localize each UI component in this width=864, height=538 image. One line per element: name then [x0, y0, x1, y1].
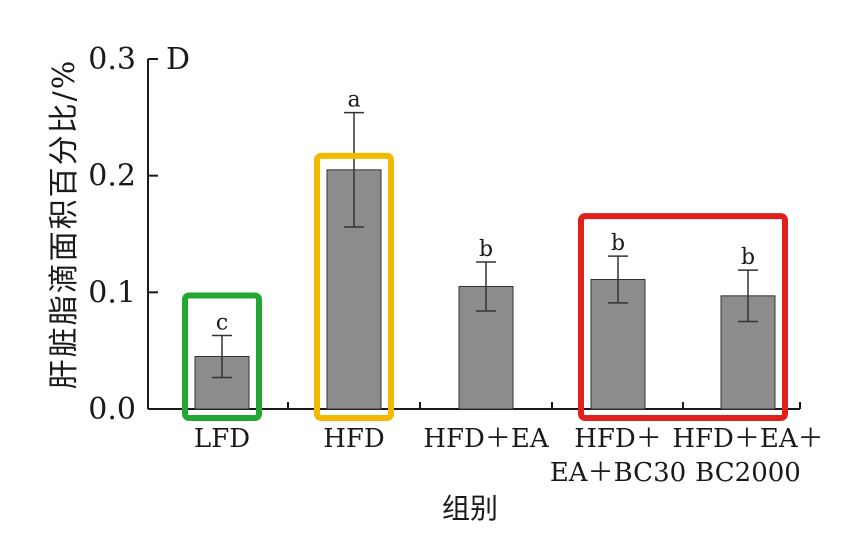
- x-axis-label: 组别: [442, 492, 498, 525]
- y-tick-label: 0.0: [88, 392, 136, 427]
- significance-label: c: [216, 311, 228, 336]
- highlight-box: [578, 213, 788, 421]
- significance-label: b: [611, 231, 625, 256]
- significance-label: a: [347, 88, 360, 113]
- y-tick-label: 0.1: [88, 275, 136, 310]
- y-tick-label: 0.2: [88, 159, 136, 194]
- x-tick-label: HFD＋: [574, 424, 662, 454]
- x-tick-label: EA＋BC30: [550, 458, 686, 488]
- x-tick-label: HFD: [323, 424, 385, 454]
- highlight-box: [182, 292, 262, 421]
- highlight-box: [314, 152, 394, 421]
- x-tick-label: LFD: [194, 424, 250, 454]
- panel-label: D: [166, 42, 190, 77]
- significance-label: b: [741, 245, 755, 270]
- x-tick-label: HFD＋EA＋: [672, 424, 823, 454]
- x-tick-label: HFD＋EA: [423, 424, 550, 454]
- x-tick-label: BC2000: [695, 458, 801, 488]
- significance-label: b: [479, 237, 493, 262]
- y-tick-label: 0.3: [88, 42, 136, 77]
- y-axis-label: 肝脏脂滴面积百分比/%: [47, 59, 82, 390]
